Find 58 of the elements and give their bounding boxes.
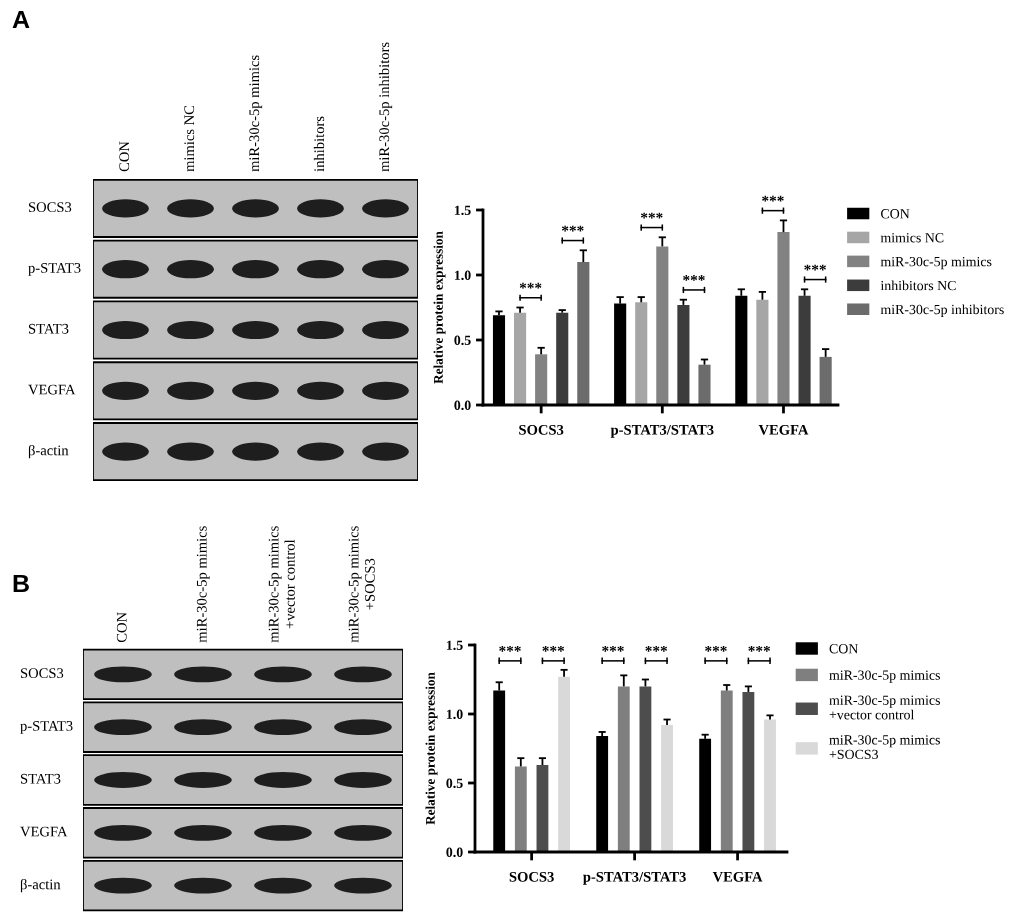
y-tick-label: 0.5 (454, 335, 471, 346)
category-label: inhibitors (313, 116, 325, 172)
legend-label: miR-30c-5p mimics +SOCS3 (829, 735, 940, 760)
annotation: *** (519, 282, 542, 289)
category-label: β-actin (28, 444, 69, 459)
text: A (12, 10, 30, 29)
annotation: *** (748, 645, 771, 652)
annotation: *** (499, 645, 521, 652)
y-tick-label: 0.0 (454, 400, 471, 411)
text: *** (762, 195, 784, 202)
category-label: CON (119, 141, 130, 172)
category-label: VEGFA (28, 384, 76, 395)
y-tick-label: 1.5 (446, 640, 463, 651)
x-tick-label: VEGFA (758, 424, 809, 435)
category-label: STAT3 (28, 323, 69, 334)
legend-label: mimics NC (880, 233, 944, 243)
category-label: miR-30c-5p mimics (196, 526, 210, 643)
category-label: p-STAT3 (20, 721, 73, 734)
y-axis-title: Relative protein expression (425, 672, 438, 825)
y-tick-label: 0.5 (446, 778, 463, 789)
y-tick-label: 0.0 (446, 847, 463, 858)
x-tick-label: p-STAT3/STAT3 (583, 871, 686, 885)
y-axis-title: Relative protein expression (433, 231, 446, 384)
annotation: *** (561, 225, 584, 232)
x-tick-label: SOCS3 (509, 871, 554, 882)
category-label: VEGFA (20, 826, 68, 837)
annotation: *** (602, 645, 624, 652)
annotation: *** (645, 645, 668, 652)
annotation: *** (804, 264, 826, 271)
text: B (13, 574, 29, 593)
category-label: SOCS3 (20, 668, 64, 679)
category-label: miR-30c-5p inhibitors (378, 42, 393, 172)
annotation: *** (683, 275, 705, 281)
category-label: β-actin (20, 878, 61, 893)
legend-label: miR-30c-5p mimics (829, 670, 940, 683)
category-label: CON (116, 612, 127, 643)
x-tick-label: VEGFA (712, 871, 763, 882)
category-label: miR-30c-5p mimics (249, 55, 263, 172)
annotation: *** (640, 212, 663, 219)
legend-label: inhibitors NC (880, 280, 956, 291)
x-tick-label: SOCS3 (519, 424, 564, 435)
legend-label: miR-30c-5p mimics (880, 256, 992, 270)
legend-label: CON (881, 209, 910, 219)
category-label: SOCS3 (28, 202, 72, 213)
legend-label: CON (829, 644, 859, 654)
annotation: *** (705, 645, 727, 652)
annotation: *** (542, 645, 565, 652)
y-tick-label: 1.5 (454, 205, 471, 216)
y-tick-label: 1.0 (446, 709, 463, 720)
category-label: STAT3 (20, 773, 61, 784)
y-tick-label: 1.0 (454, 270, 471, 281)
category-label: mimics NC (184, 105, 195, 172)
legend-label: miR-30c-5p inhibitors (880, 304, 1004, 317)
category-label: p-STAT3 (28, 263, 81, 276)
legend-label: miR-30c-5p mimics +vector control (829, 695, 940, 720)
x-tick-label: p-STAT3/STAT3 (610, 424, 714, 438)
category-label: miR-30c-5p mimics +SOCS3 (348, 526, 375, 643)
category-label: miR-30c-5p mimics +vector control (268, 526, 295, 643)
